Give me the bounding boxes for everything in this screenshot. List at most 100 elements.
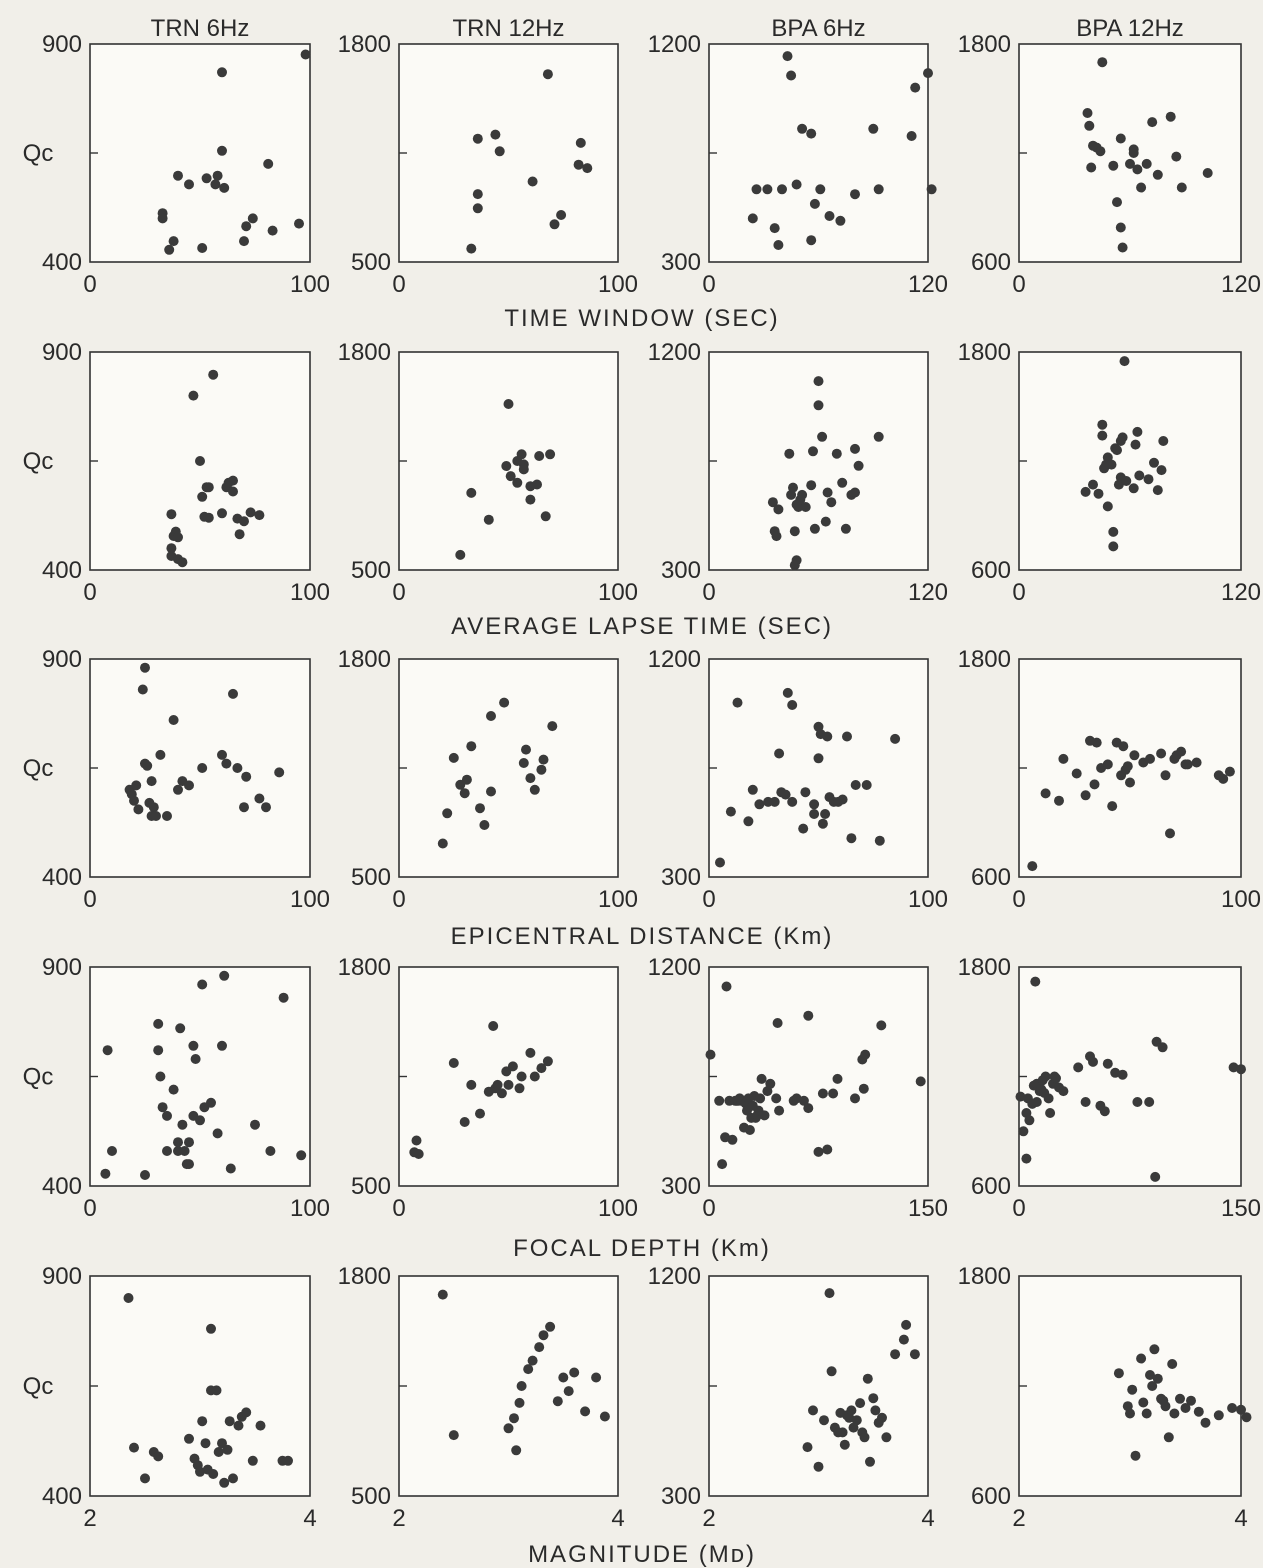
panel-r1c3-point-1 (747, 213, 758, 224)
panel-r5c3-point-11 (839, 1439, 850, 1450)
panel-r3c3-ytick-min: 300 (661, 864, 701, 891)
panel-r3c1-point-9 (142, 760, 153, 771)
panel-r5c4-point-6 (1136, 1353, 1147, 1364)
panel-r2c2-point-1 (455, 549, 466, 560)
panel-r4c4-point-27 (1088, 1056, 1098, 1067)
panel-r5c1-ylabel: Qc (23, 1373, 54, 1400)
panel-r2c1-point-2 (166, 543, 177, 554)
panel-r5c3-point-3 (813, 1461, 824, 1472)
panel-r1c1-point-17 (263, 158, 274, 169)
panel-r2c2-ytick-min: 500 (351, 557, 391, 584)
panel-r3c2-point-8 (475, 803, 485, 814)
panel-r5c2-xtick-max: 4 (611, 1505, 624, 1532)
panel-r1c1-point-3 (164, 244, 175, 255)
panel-r1c4-ytick-max: 1800 (958, 31, 1011, 58)
panel-r1c3-point-8 (786, 70, 797, 81)
panel-r4c1-point-14 (175, 1023, 186, 1034)
panel-r3c4-point-8 (1089, 779, 1100, 790)
panel-r1c3-point-17 (850, 189, 860, 200)
panel-r4c1-point-26 (206, 1097, 216, 1108)
panel-r1c3-point-3 (762, 184, 773, 195)
panel-r1c1-point-15 (241, 221, 252, 232)
panel-r1c1-point-4 (168, 236, 179, 247)
panel-r2c4-point-11 (1108, 526, 1119, 537)
panel-r3c4-point-4 (1058, 753, 1069, 764)
panel-r4c3-point-40 (828, 1088, 839, 1099)
panel-r4c3-point-25 (756, 1073, 767, 1084)
panel-r3c4-point-3 (1054, 795, 1064, 806)
panel-r2c3-point-29 (850, 487, 860, 498)
panel-r5c1-point-17 (213, 1447, 224, 1457)
panel-r1c3-xtick-max: 120 (908, 271, 948, 298)
panel-r3c4-point-21 (1145, 753, 1155, 764)
panel-r5c1-xtick-max: 4 (303, 1505, 316, 1532)
panel-r4c1-point-7 (155, 1071, 166, 1082)
panel-r2c3-point-15 (800, 502, 811, 512)
panel-r3c4-point-17 (1122, 761, 1133, 772)
panel-r4c4-point-33 (1132, 1097, 1143, 1107)
panel-r2c1-point-14 (203, 482, 214, 493)
panel-r2c1-point-1 (166, 509, 177, 520)
panel-r5c3-xtick-max: 4 (921, 1505, 934, 1532)
panel-r2c3-point-17 (808, 446, 818, 457)
panel-r5c1-point-21 (224, 1416, 235, 1427)
panel-r3c4-point-32 (1218, 773, 1229, 784)
panel-r1c4-point-12 (1117, 242, 1128, 253)
panel-r4c4-point-34 (1144, 1097, 1155, 1107)
panel-r2c3-point-26 (837, 477, 848, 488)
panel-r1c2-ytick-max: 1800 (338, 31, 391, 58)
panel-r4c2-point-20 (536, 1063, 547, 1074)
panel-r5c3-point-14 (846, 1405, 857, 1416)
panel-r5c2-point-4 (509, 1413, 519, 1424)
panel-r2c3-point-32 (873, 431, 884, 442)
panel-r5c4-point-3 (1125, 1408, 1135, 1419)
panel-r1c4-point-2 (1084, 120, 1095, 131)
panel-r5c3-point-21 (865, 1456, 875, 1467)
panel-r4c3-point-24 (755, 1093, 766, 1104)
panel-r1c1-point-20 (300, 49, 311, 60)
panel-r1c1-point-9 (210, 179, 221, 190)
panel-r4c2-point-19 (529, 1071, 540, 1082)
panel-r2c2-point-9 (516, 449, 527, 460)
panel-r5c1-point-29 (283, 1455, 293, 1466)
panel-r5c3-point-22 (868, 1393, 879, 1404)
panel-r1c4-point-1 (1082, 108, 1093, 118)
panel-r3c3-point-14 (787, 700, 798, 710)
panel-r2c4-point-20 (1121, 476, 1132, 486)
panel-r4c1-point-9 (162, 1110, 172, 1121)
panel-r3c3-point-15 (798, 823, 809, 834)
panel-r5c2-point-9 (527, 1355, 538, 1366)
panel-r2c2-point-5 (501, 461, 512, 471)
panel-r3c1-point-13 (148, 802, 159, 813)
row-xlabel-1: TIME WINDOW (SEC) (504, 305, 779, 332)
panel-r3c2-ytick-min: 500 (351, 864, 391, 891)
panel-r3c1-point-22 (217, 749, 227, 760)
panel-r1c3-point-11 (806, 128, 817, 139)
panel-r5c3-point-4 (819, 1415, 829, 1426)
panel-r2c3-xtick-min: 0 (702, 579, 715, 606)
panel-r5c1-point-3 (140, 1473, 150, 1484)
panel-r2c1-xtick-min: 0 (83, 579, 96, 606)
panel-r1c1-point-8 (201, 173, 212, 184)
panel-r3c4-ytick-min: 600 (971, 864, 1011, 891)
panel-r4c3-xtick-min: 0 (702, 1195, 715, 1222)
panel-r3c4-point-6 (1080, 790, 1091, 801)
panel-r2c3-ytick-min: 300 (661, 557, 701, 584)
panel-r2c2-point-2 (466, 487, 477, 498)
panel-r5c2-frame (398, 1275, 619, 1497)
panel-r3c3-point-30 (846, 833, 857, 844)
panel-r4c1-point-2 (102, 1045, 113, 1056)
panel-r4c4-point-2 (1018, 1126, 1029, 1137)
panel-r2c3-point-19 (813, 376, 824, 387)
panel-r3c4-point-15 (1118, 741, 1129, 752)
panel-r2c3-point-31 (853, 460, 864, 471)
panel-r4c3-point-35 (803, 1103, 814, 1114)
panel-r2c1-point-15 (203, 512, 214, 523)
panel-r1c3-point-22 (923, 68, 933, 79)
panel-r3c1-point-25 (232, 763, 243, 773)
panel-r1c1-ytick-max: 900 (42, 31, 82, 58)
panel-r3c1-point-21 (197, 763, 208, 773)
panel-r5c4-point-10 (1147, 1381, 1158, 1391)
panel-r4c3-point-7 (727, 1134, 738, 1145)
column-title-bpa-12hz: BPA 12Hz (1076, 15, 1184, 42)
